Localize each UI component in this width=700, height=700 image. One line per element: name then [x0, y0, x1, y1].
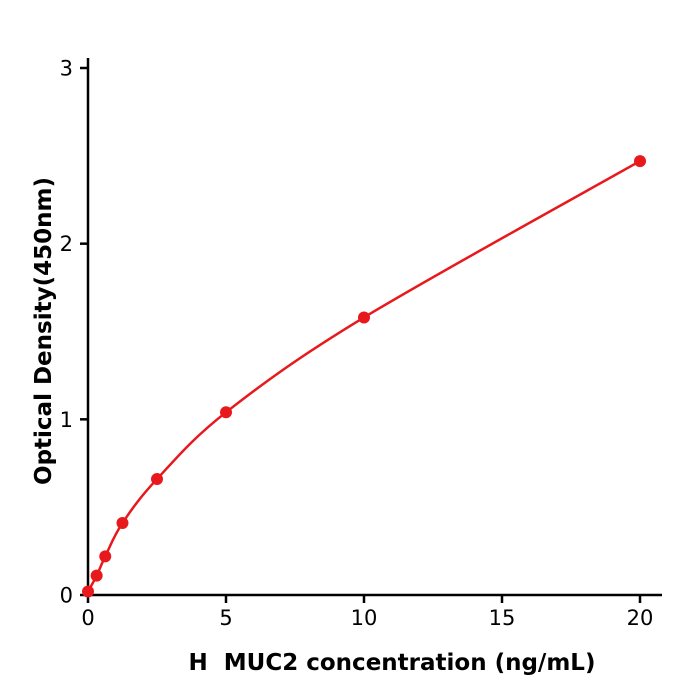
y-axis-tick-label: 1	[60, 408, 73, 432]
data-point	[82, 585, 94, 598]
y-axis-tick-label: 3	[60, 56, 73, 80]
x-axis-title: H MUC2 concentration (ng/mL)	[188, 650, 596, 676]
data-point	[99, 550, 112, 563]
data-point	[220, 406, 232, 419]
x-axis-tick-label: 15	[489, 606, 516, 630]
data-point	[116, 516, 129, 529]
x-axis-tick-label: 0	[81, 606, 94, 630]
data-point	[358, 311, 370, 324]
y-axis-tick-label: 2	[60, 232, 73, 256]
y-axis-title: Optical Density(450nm)	[31, 177, 57, 485]
x-axis-tick-label: 20	[627, 606, 654, 630]
y-axis-tick-label: 0	[60, 584, 73, 608]
x-axis-tick-label: 5	[219, 606, 232, 630]
data-point	[151, 473, 163, 486]
data-point	[634, 155, 646, 168]
x-axis-tick-label: 10	[351, 606, 378, 630]
data-point	[90, 569, 103, 582]
fit-curve	[86, 159, 642, 593]
